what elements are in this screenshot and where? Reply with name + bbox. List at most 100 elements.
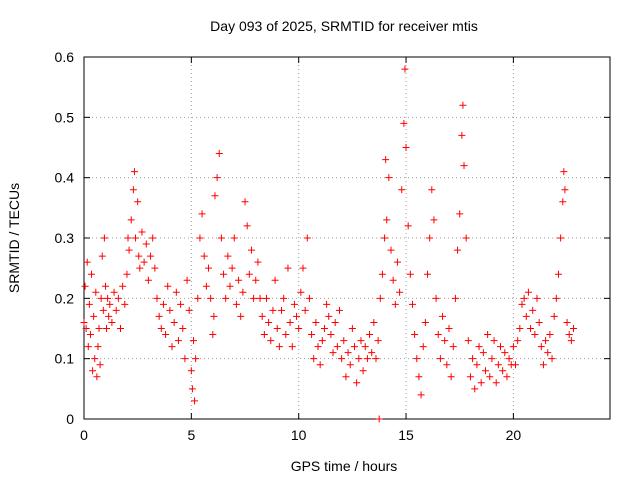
- data-point: [436, 355, 444, 363]
- data-point: [222, 294, 230, 302]
- data-point: [210, 312, 218, 320]
- data-point: [308, 331, 316, 339]
- data-point: [469, 355, 477, 363]
- data-point: [459, 101, 467, 109]
- data-point: [398, 186, 406, 194]
- data-point: [269, 306, 277, 314]
- data-point: [162, 331, 170, 339]
- data-point: [239, 288, 247, 296]
- data-point: [389, 276, 397, 284]
- data-point: [537, 343, 545, 351]
- data-point: [421, 318, 429, 326]
- data-point: [432, 294, 440, 302]
- data-point: [192, 355, 200, 363]
- data-point: [378, 270, 386, 278]
- y-tick-label: 0.1: [55, 351, 75, 367]
- data-point: [200, 252, 208, 260]
- data-point: [359, 367, 367, 375]
- data-point: [490, 337, 498, 345]
- data-point: [258, 312, 266, 320]
- data-point: [404, 222, 412, 230]
- data-point: [85, 300, 93, 308]
- data-point: [262, 294, 270, 302]
- data-point: [90, 312, 98, 320]
- data-point: [447, 373, 455, 381]
- data-point: [387, 246, 395, 254]
- data-point: [559, 198, 567, 206]
- data-point: [134, 198, 142, 206]
- data-point: [108, 318, 116, 326]
- data-point: [415, 373, 423, 381]
- data-point: [112, 306, 120, 314]
- data-point: [267, 337, 275, 345]
- data-point: [327, 331, 335, 339]
- data-point: [213, 174, 221, 182]
- data-point: [550, 312, 558, 320]
- data-point: [527, 325, 535, 332]
- data-point: [305, 294, 313, 302]
- data-point: [189, 337, 197, 345]
- data-point: [355, 355, 363, 363]
- data-point: [89, 367, 97, 375]
- data-point: [280, 294, 288, 302]
- data-point: [92, 288, 100, 296]
- data-point: [93, 373, 101, 381]
- data-point: [481, 367, 489, 375]
- data-point: [114, 294, 122, 302]
- data-point: [84, 343, 92, 351]
- data-point: [570, 325, 578, 332]
- y-tick-label: 0: [66, 411, 74, 427]
- data-point: [539, 361, 547, 369]
- data-point: [516, 325, 524, 332]
- data-point: [411, 331, 419, 339]
- data-point: [94, 343, 102, 351]
- data-point: [531, 331, 539, 339]
- data-point: [567, 337, 575, 345]
- data-point: [181, 355, 189, 363]
- data-point: [361, 343, 369, 351]
- data-point: [101, 282, 109, 290]
- data-point: [211, 192, 219, 200]
- data-point: [401, 65, 409, 73]
- x-axis: 0 5 10 15 20: [80, 57, 521, 443]
- y-tick-label: 0.5: [55, 109, 75, 125]
- data-point: [529, 306, 537, 314]
- data-point: [316, 361, 324, 369]
- data-point: [445, 325, 453, 332]
- data-point: [333, 343, 341, 351]
- data-point: [123, 270, 131, 278]
- data-point: [479, 349, 487, 357]
- data-point: [408, 300, 416, 308]
- data-point: [374, 337, 382, 345]
- data-point: [97, 294, 105, 302]
- data-point: [363, 355, 371, 363]
- data-point: [346, 361, 354, 369]
- data-point: [207, 294, 215, 302]
- data-point: [286, 318, 294, 326]
- data-point: [127, 216, 135, 224]
- data-point: [514, 337, 522, 345]
- data-point: [96, 361, 104, 369]
- data-point: [310, 355, 318, 363]
- data-point: [295, 325, 303, 332]
- data-point: [202, 282, 210, 290]
- data-point: [499, 367, 507, 375]
- data-point: [103, 325, 111, 332]
- data-point: [323, 300, 331, 308]
- data-point: [366, 331, 374, 339]
- data-point: [391, 300, 399, 308]
- data-point: [344, 349, 352, 357]
- data-point: [383, 216, 391, 224]
- data-point: [278, 306, 286, 314]
- data-point: [247, 246, 255, 254]
- x-tick-label: 10: [291, 427, 307, 443]
- data-point: [509, 343, 517, 351]
- data-point: [185, 306, 193, 314]
- data-point: [486, 373, 494, 381]
- x-tick-label: 20: [506, 427, 522, 443]
- data-point: [546, 331, 554, 339]
- data-point: [183, 276, 191, 284]
- data-point: [542, 337, 550, 345]
- data-point: [252, 276, 260, 284]
- y-axis: 0 0.1 0.2 0.3 0.4 0.5 0.6: [55, 49, 610, 427]
